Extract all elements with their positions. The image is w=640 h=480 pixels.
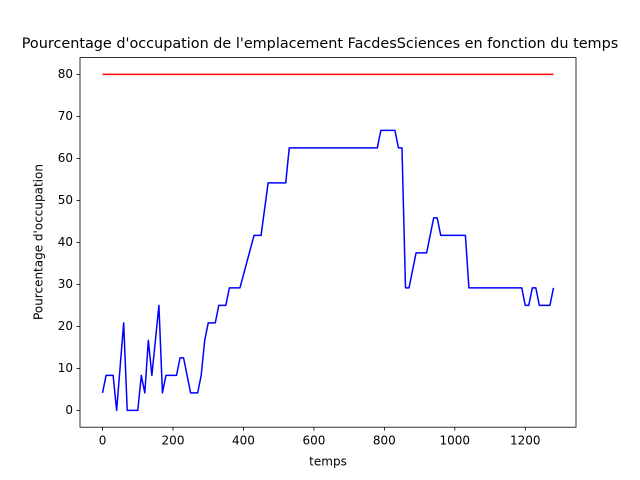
x-tick-label: 200 xyxy=(162,434,185,448)
x-axis-label: temps xyxy=(309,455,347,469)
y-tick-label: 30 xyxy=(58,277,73,291)
y-tick-label: 60 xyxy=(58,151,73,165)
y-tick-label: 10 xyxy=(58,361,73,375)
chart-title: Pourcentage d'occupation de l'emplacemen… xyxy=(22,36,618,52)
x-tick-label: 800 xyxy=(373,434,396,448)
x-tick-label: 1200 xyxy=(510,434,541,448)
x-tick-label: 1000 xyxy=(440,434,471,448)
line xyxy=(101,129,555,412)
x-tick-label: 400 xyxy=(232,434,255,448)
y-tick-label: 80 xyxy=(58,67,73,81)
y-tick-label: 50 xyxy=(58,193,73,207)
y-tick-label: 0 xyxy=(65,403,73,417)
y-tick-label: 40 xyxy=(58,235,73,249)
plot-frame xyxy=(79,57,577,428)
x-tick-label: 600 xyxy=(302,434,325,448)
y-axis-label: Pourcentage d'occupation xyxy=(32,164,46,320)
x-tick-label: 0 xyxy=(99,434,107,448)
y-tick-label: 20 xyxy=(58,319,73,333)
y-tick-label: 70 xyxy=(58,109,73,123)
